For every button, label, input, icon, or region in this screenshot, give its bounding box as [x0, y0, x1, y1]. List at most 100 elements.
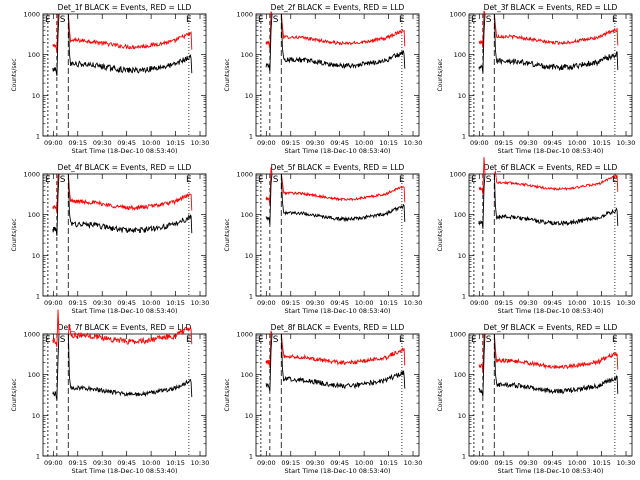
event-label: E [45, 175, 51, 185]
y-axis-label: Counts/sec [224, 378, 231, 411]
plot-frame [42, 173, 207, 297]
event-label: E [612, 335, 618, 345]
lld-rate-line [280, 333, 406, 366]
lld-rate-line [67, 173, 193, 211]
event-rate-line [265, 13, 273, 72]
y-tick-label: 10 [245, 252, 253, 260]
y-tick-label: 100 [28, 371, 40, 379]
event-label: E [471, 15, 477, 25]
plot-frame [255, 333, 420, 457]
plot-frame [468, 13, 633, 137]
event-label: E [399, 175, 405, 185]
event-rate-line [265, 173, 273, 225]
chart-panel-5: Det_5f BLACK = Events, RED = LLD 1 10 100 10… [224, 163, 422, 315]
x-tick-label: 10:00 [355, 139, 374, 147]
x-tick-label: 09:45 [543, 139, 562, 147]
y-tick-label: 1000 [449, 331, 466, 339]
lld-rate-line [52, 173, 60, 214]
chart-panel-2: Det_2f BLACK = Events, RED = LLD 1 10 100 10… [224, 3, 422, 155]
plot-frame [42, 13, 207, 137]
x-tick-label: 09:15 [68, 299, 87, 307]
event-rate-line [478, 13, 486, 73]
lld-rate-line [478, 333, 486, 373]
y-tick-label: 100 [241, 371, 253, 379]
y-tick-label: 1000 [449, 11, 466, 19]
plot-frame [468, 333, 633, 457]
x-tick-label: 09:45 [117, 459, 136, 467]
chart-title: Det_4f BLACK = Events, RED = LLD [58, 163, 192, 172]
x-tick-label: 10:00 [568, 139, 587, 147]
x-tick-label: 09:00 [470, 299, 489, 307]
y-tick-label: 100 [28, 211, 40, 219]
x-axis-label: Start Time (18-Dec-10 08:53:40) [71, 307, 177, 315]
chart-title: Det_2f BLACK = Events, RED = LLD [271, 3, 405, 12]
x-tick-label: 09:15 [494, 139, 513, 147]
y-tick-label: 1 [36, 453, 40, 461]
chart-panel-8: Det_8f BLACK = Events, RED = LLD 1 10 100 10… [224, 323, 422, 475]
x-tick-label: 09:45 [543, 459, 562, 467]
plot-frame [42, 333, 207, 457]
x-tick-label: 09:30 [519, 139, 538, 147]
x-tick-label: 10:15 [592, 299, 611, 307]
event-rate-line [265, 333, 273, 392]
y-axis-label: Counts/sec [437, 218, 444, 251]
event-label: S [486, 335, 492, 345]
lld-rate-line [265, 167, 273, 205]
x-tick-label: 10:00 [142, 139, 161, 147]
event-label: S [273, 175, 279, 185]
plot-frame [255, 13, 420, 137]
x-tick-label: 10:30 [617, 459, 636, 467]
event-rate-line [67, 333, 193, 398]
x-tick-label: 09:30 [306, 299, 325, 307]
event-label: S [273, 335, 279, 345]
event-label: E [399, 15, 405, 25]
event-label: S [486, 175, 492, 185]
y-tick-label: 10 [458, 252, 466, 260]
y-tick-label: 1000 [236, 331, 253, 339]
event-rate-line [280, 333, 406, 390]
y-tick-label: 1000 [449, 171, 466, 179]
event-label: S [60, 175, 66, 185]
chart-title: Det_9f BLACK = Events, RED = LLD [484, 323, 618, 332]
y-tick-label: 1 [249, 453, 253, 461]
x-tick-label: 10:15 [592, 459, 611, 467]
y-tick-label: 10 [458, 412, 466, 420]
event-label: E [45, 335, 51, 345]
event-rate-line [478, 173, 486, 229]
plot-frame [468, 173, 633, 297]
event-label: S [60, 15, 66, 25]
y-tick-label: 100 [454, 211, 466, 219]
x-tick-label: 09:45 [117, 139, 136, 147]
lld-rate-line [265, 11, 273, 50]
event-label: E [258, 15, 264, 25]
x-tick-label: 09:15 [68, 139, 87, 147]
y-tick-label: 1 [36, 293, 40, 301]
x-tick-label: 09:00 [44, 299, 63, 307]
y-tick-label: 10 [458, 92, 466, 100]
x-tick-label: 10:30 [617, 139, 636, 147]
y-tick-label: 100 [454, 371, 466, 379]
x-tick-label: 10:00 [142, 459, 161, 467]
y-tick-label: 1000 [23, 331, 40, 339]
event-label: E [612, 175, 618, 185]
y-tick-label: 100 [241, 211, 253, 219]
y-axis-label: Counts/sec [437, 58, 444, 91]
y-axis-label: Counts/sec [11, 58, 18, 91]
event-label: E [612, 15, 618, 25]
x-tick-label: 09:15 [494, 459, 513, 467]
x-tick-label: 10:15 [166, 299, 185, 307]
event-rate-line [67, 173, 193, 234]
lld-rate-line [493, 169, 619, 192]
x-axis-label: Start Time (18-Dec-10 08:53:40) [497, 307, 603, 315]
x-tick-label: 10:15 [592, 139, 611, 147]
chart-panel-9: Det_9f BLACK = Events, RED = LLD 1 10 100 10… [437, 323, 635, 475]
y-tick-label: 1000 [23, 11, 40, 19]
lld-rate-line [493, 333, 619, 370]
y-tick-label: 1 [462, 133, 466, 141]
chart-title: Det_7f BLACK = Events, RED = LLD [58, 323, 192, 332]
x-tick-label: 09:30 [306, 139, 325, 147]
x-tick-label: 09:30 [93, 299, 112, 307]
y-tick-label: 10 [32, 252, 40, 260]
chart-panel-4: Det_4f BLACK = Events, RED = LLD 1 10 100 10… [11, 163, 209, 315]
x-tick-label: 09:15 [281, 139, 300, 147]
